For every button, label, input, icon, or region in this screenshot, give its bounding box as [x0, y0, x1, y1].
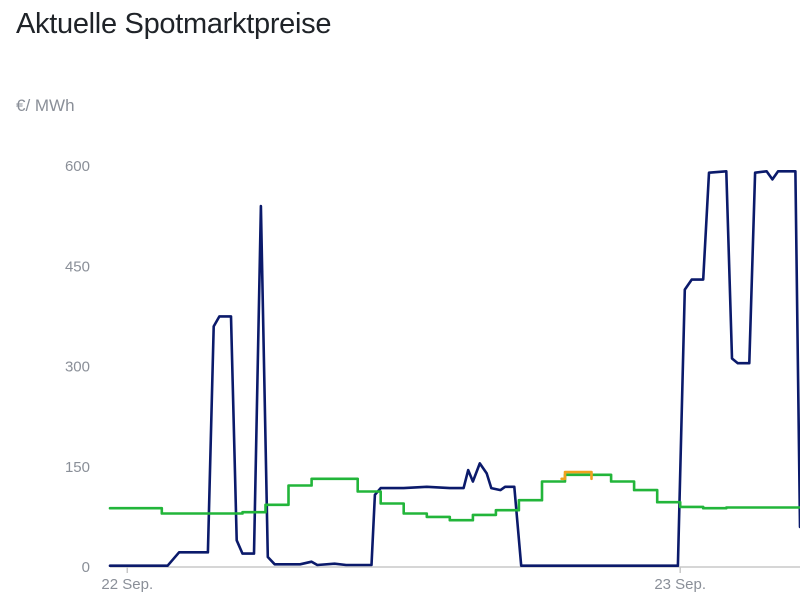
series-line-0	[108, 170, 800, 567]
series-line-1	[108, 473, 800, 522]
x-tick-label: 23 Sep.	[654, 576, 706, 593]
y-tick-label: 600	[65, 158, 90, 175]
y-axis-unit-label: €/ MWh	[16, 96, 75, 115]
series-layer	[108, 170, 800, 567]
y-axis-ticks: 600 450 300 150 0	[65, 158, 90, 576]
page-title: Aktuelle Spotmarktpreise	[16, 8, 332, 40]
x-axis-ticks: 22 Sep. 23 Sep.	[101, 567, 706, 593]
y-tick-label: 0	[82, 559, 90, 576]
x-tick-label: 22 Sep.	[101, 576, 153, 593]
y-tick-label: 150	[65, 459, 90, 476]
y-tick-label: 300	[65, 359, 90, 376]
y-tick-label: 450	[65, 258, 90, 275]
series-line-2	[560, 470, 593, 481]
